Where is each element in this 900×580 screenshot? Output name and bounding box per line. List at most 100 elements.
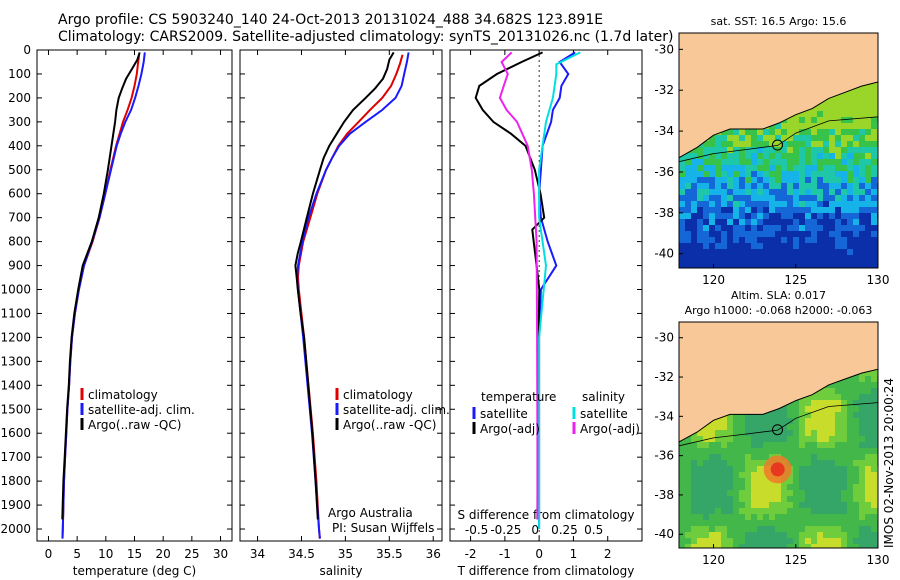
- field-cell: [727, 532, 733, 538]
- field-cell: [805, 219, 811, 225]
- field-cell: [745, 225, 751, 231]
- field-cell: [739, 424, 745, 430]
- field-cell: [793, 177, 799, 183]
- field-cell: [871, 478, 877, 484]
- field-cell: [817, 171, 823, 177]
- field-cell: [691, 171, 697, 177]
- field-cell: [865, 448, 871, 454]
- field-cell: [691, 544, 697, 548]
- field-cell: [811, 231, 817, 237]
- field-cell: [847, 231, 853, 237]
- field-cell: [823, 261, 829, 267]
- field-cell: [823, 454, 829, 460]
- field-cell: [865, 111, 871, 117]
- y-tick-label: 2000: [0, 522, 31, 536]
- field-cell: [871, 394, 877, 400]
- field-cell: [871, 111, 877, 117]
- field-cell: [709, 165, 715, 171]
- field-cell: [745, 159, 751, 165]
- field-cell: [763, 225, 769, 231]
- field-cell: [817, 207, 823, 213]
- field-cell: [727, 189, 733, 195]
- field-cell: [817, 394, 823, 400]
- field-cell: [805, 394, 811, 400]
- field-cell: [859, 123, 865, 129]
- field-cell: [871, 496, 877, 502]
- field-cell: [727, 171, 733, 177]
- field-cell: [679, 502, 685, 508]
- field-cell: [679, 508, 685, 514]
- field-cell: [685, 249, 691, 255]
- field-cell: [727, 538, 733, 544]
- field-cell: [715, 237, 721, 243]
- field-cell: [715, 520, 721, 526]
- field-cell: [745, 201, 751, 207]
- field-cell: [679, 496, 685, 502]
- field-cell: [847, 117, 853, 123]
- field-cell: [745, 442, 751, 448]
- field-cell: [823, 418, 829, 424]
- field-cell: [733, 544, 739, 548]
- legend-label: climatology: [88, 388, 158, 402]
- field-cell: [733, 442, 739, 448]
- field-cell: [685, 171, 691, 177]
- field-cell: [697, 207, 703, 213]
- field-cell: [763, 520, 769, 526]
- field-cell: [817, 460, 823, 466]
- field-cell: [859, 99, 865, 105]
- field-cell: [871, 406, 877, 412]
- field-cell: [727, 472, 733, 478]
- field-cell: [781, 442, 787, 448]
- field-cell: [817, 478, 823, 484]
- field-cell: [835, 165, 841, 171]
- field-cell: [781, 123, 787, 129]
- field-cell: [685, 177, 691, 183]
- field-cell: [811, 189, 817, 195]
- field-cell: [745, 520, 751, 526]
- field-cell: [733, 225, 739, 231]
- field-cell: [685, 448, 691, 454]
- field-cell: [715, 532, 721, 538]
- field-cell: [727, 183, 733, 189]
- field-cell: [859, 213, 865, 219]
- field-cell: [751, 520, 757, 526]
- field-cell: [799, 117, 805, 123]
- field-cell: [823, 436, 829, 442]
- field-cell: [721, 538, 727, 544]
- field-cell: [805, 526, 811, 532]
- field-cell: [733, 532, 739, 538]
- field-cell: [733, 159, 739, 165]
- field-cell: [745, 243, 751, 249]
- field-cell: [745, 508, 751, 514]
- field-cell: [865, 514, 871, 520]
- field-cell: [751, 141, 757, 147]
- field-cell: [823, 412, 829, 418]
- field-cell: [679, 225, 685, 231]
- field-cell: [679, 261, 685, 267]
- field-cell: [805, 418, 811, 424]
- field-cell: [775, 508, 781, 514]
- field-cell: [715, 544, 721, 548]
- field-cell: [679, 207, 685, 213]
- lat-tick-label: -34: [654, 124, 674, 138]
- field-cell: [697, 502, 703, 508]
- field-cell: [727, 526, 733, 532]
- field-cell: [835, 436, 841, 442]
- field-cell: [727, 135, 733, 141]
- field-cell: [733, 213, 739, 219]
- field-cell: [769, 171, 775, 177]
- field-cell: [763, 237, 769, 243]
- field-cell: [835, 153, 841, 159]
- field-cell: [721, 219, 727, 225]
- field-cell: [817, 135, 823, 141]
- field-cell: [829, 526, 835, 532]
- field-cell: [853, 255, 859, 261]
- field-cell: [733, 514, 739, 520]
- field-cell: [835, 502, 841, 508]
- field-cell: [775, 532, 781, 538]
- field-cell: [757, 514, 763, 520]
- field-cell: [751, 496, 757, 502]
- field-cell: [811, 183, 817, 189]
- field-cell: [853, 231, 859, 237]
- field-cell: [685, 514, 691, 520]
